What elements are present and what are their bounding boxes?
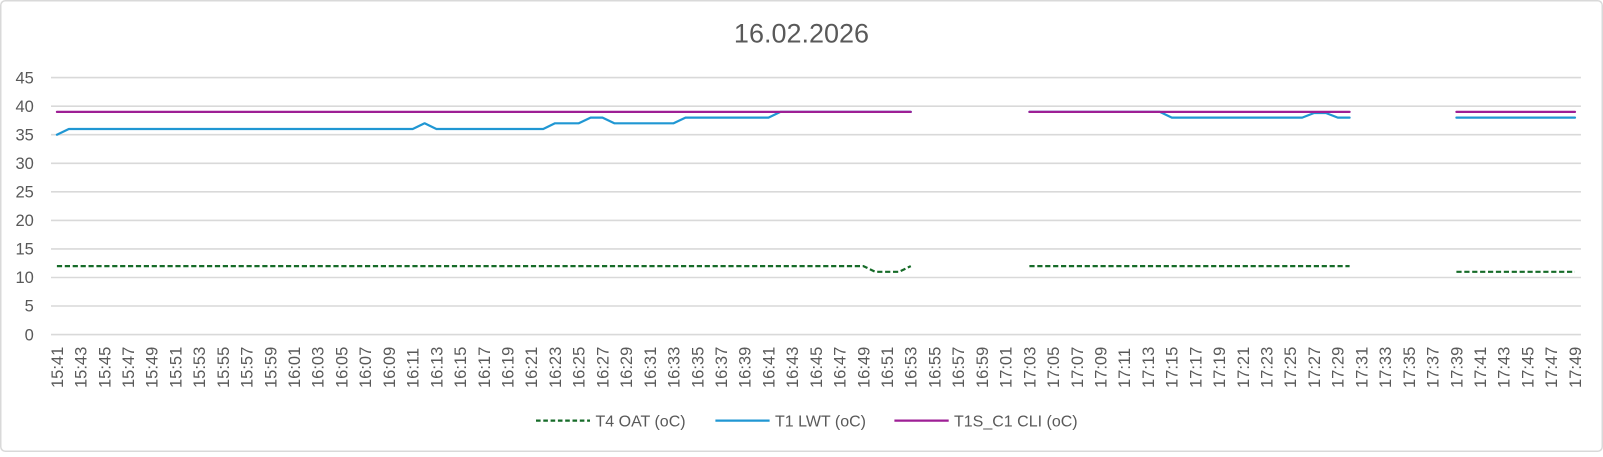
svg-text:25: 25 [15, 184, 33, 202]
svg-text:16:51: 16:51 [879, 347, 897, 388]
svg-text:16:11: 16:11 [405, 348, 423, 388]
svg-text:17:11: 17:11 [1116, 348, 1134, 388]
svg-text:16:15: 16:15 [452, 347, 470, 388]
svg-text:17:27: 17:27 [1306, 347, 1324, 388]
svg-text:20: 20 [15, 212, 33, 230]
svg-text:17:17: 17:17 [1187, 347, 1205, 388]
svg-text:17:21: 17:21 [1235, 347, 1253, 388]
svg-text:16:41: 16:41 [760, 347, 778, 388]
svg-text:16:57: 16:57 [950, 347, 968, 388]
svg-text:16:25: 16:25 [571, 347, 589, 388]
svg-text:16:03: 16:03 [310, 347, 328, 388]
svg-text:0: 0 [25, 326, 34, 344]
svg-text:16:05: 16:05 [334, 347, 352, 388]
svg-text:16:33: 16:33 [666, 347, 684, 388]
svg-text:17:01: 17:01 [998, 347, 1016, 388]
svg-text:15:41: 15:41 [49, 347, 67, 388]
svg-text:35: 35 [15, 126, 33, 144]
svg-text:15:45: 15:45 [96, 347, 114, 388]
svg-text:16:45: 16:45 [808, 347, 826, 388]
svg-text:17:03: 17:03 [1021, 347, 1039, 388]
svg-text:16:55: 16:55 [927, 347, 945, 388]
svg-text:15:53: 15:53 [191, 347, 209, 388]
svg-text:15:49: 15:49 [144, 347, 162, 388]
svg-text:17:39: 17:39 [1448, 347, 1466, 388]
svg-text:45: 45 [15, 69, 33, 87]
svg-text:17:47: 17:47 [1543, 347, 1561, 388]
svg-text:16:19: 16:19 [500, 347, 518, 388]
svg-text:17:09: 17:09 [1093, 347, 1111, 388]
svg-text:16:53: 16:53 [903, 347, 921, 388]
svg-text:17:35: 17:35 [1401, 347, 1419, 388]
svg-text:17:31: 17:31 [1353, 347, 1371, 388]
svg-text:16:09: 16:09 [381, 347, 399, 388]
svg-text:16:43: 16:43 [784, 347, 802, 388]
svg-text:15:57: 15:57 [239, 347, 257, 388]
svg-text:17:19: 17:19 [1211, 347, 1229, 388]
svg-text:17:49: 17:49 [1567, 347, 1585, 388]
svg-text:16:21: 16:21 [523, 347, 541, 388]
svg-text:16.02.2026: 16.02.2026 [734, 19, 869, 49]
svg-text:16:17: 16:17 [476, 347, 494, 388]
svg-text:17:41: 17:41 [1472, 347, 1490, 388]
svg-text:17:05: 17:05 [1045, 347, 1063, 388]
svg-text:16:23: 16:23 [547, 347, 565, 388]
svg-text:T1 LWT (oC): T1 LWT (oC) [775, 413, 866, 430]
svg-text:16:01: 16:01 [286, 347, 304, 388]
svg-text:17:37: 17:37 [1425, 347, 1443, 388]
svg-text:T4 OAT (oC): T4 OAT (oC) [596, 413, 686, 430]
svg-text:16:07: 16:07 [357, 347, 375, 388]
svg-text:17:13: 17:13 [1140, 347, 1158, 388]
svg-text:15:55: 15:55 [215, 347, 233, 388]
svg-text:30: 30 [15, 155, 33, 173]
svg-text:16:47: 16:47 [832, 347, 850, 388]
svg-text:17:33: 17:33 [1377, 347, 1395, 388]
svg-text:17:15: 17:15 [1164, 347, 1182, 388]
svg-text:10: 10 [15, 269, 33, 287]
svg-text:15: 15 [15, 241, 33, 259]
svg-text:17:07: 17:07 [1069, 347, 1087, 388]
svg-text:16:49: 16:49 [855, 347, 873, 388]
svg-text:15:47: 15:47 [120, 347, 138, 388]
svg-text:17:25: 17:25 [1282, 347, 1300, 388]
svg-text:16:27: 16:27 [594, 347, 612, 388]
svg-text:17:23: 17:23 [1259, 347, 1277, 388]
svg-text:5: 5 [25, 298, 34, 316]
svg-text:17:29: 17:29 [1330, 347, 1348, 388]
svg-text:16:29: 16:29 [618, 347, 636, 388]
svg-text:15:59: 15:59 [262, 347, 280, 388]
svg-text:17:45: 17:45 [1519, 347, 1537, 388]
svg-text:16:59: 16:59 [974, 347, 992, 388]
svg-text:15:51: 15:51 [167, 347, 185, 388]
svg-text:40: 40 [15, 98, 33, 116]
svg-text:16:13: 16:13 [428, 347, 446, 388]
svg-text:16:39: 16:39 [737, 347, 755, 388]
svg-text:T1S_C1 CLI (oC): T1S_C1 CLI (oC) [954, 413, 1078, 430]
svg-text:16:35: 16:35 [689, 347, 707, 388]
svg-text:15:43: 15:43 [73, 347, 91, 388]
svg-text:16:31: 16:31 [642, 347, 660, 388]
svg-text:16:37: 16:37 [713, 347, 731, 388]
svg-text:17:43: 17:43 [1496, 347, 1514, 388]
